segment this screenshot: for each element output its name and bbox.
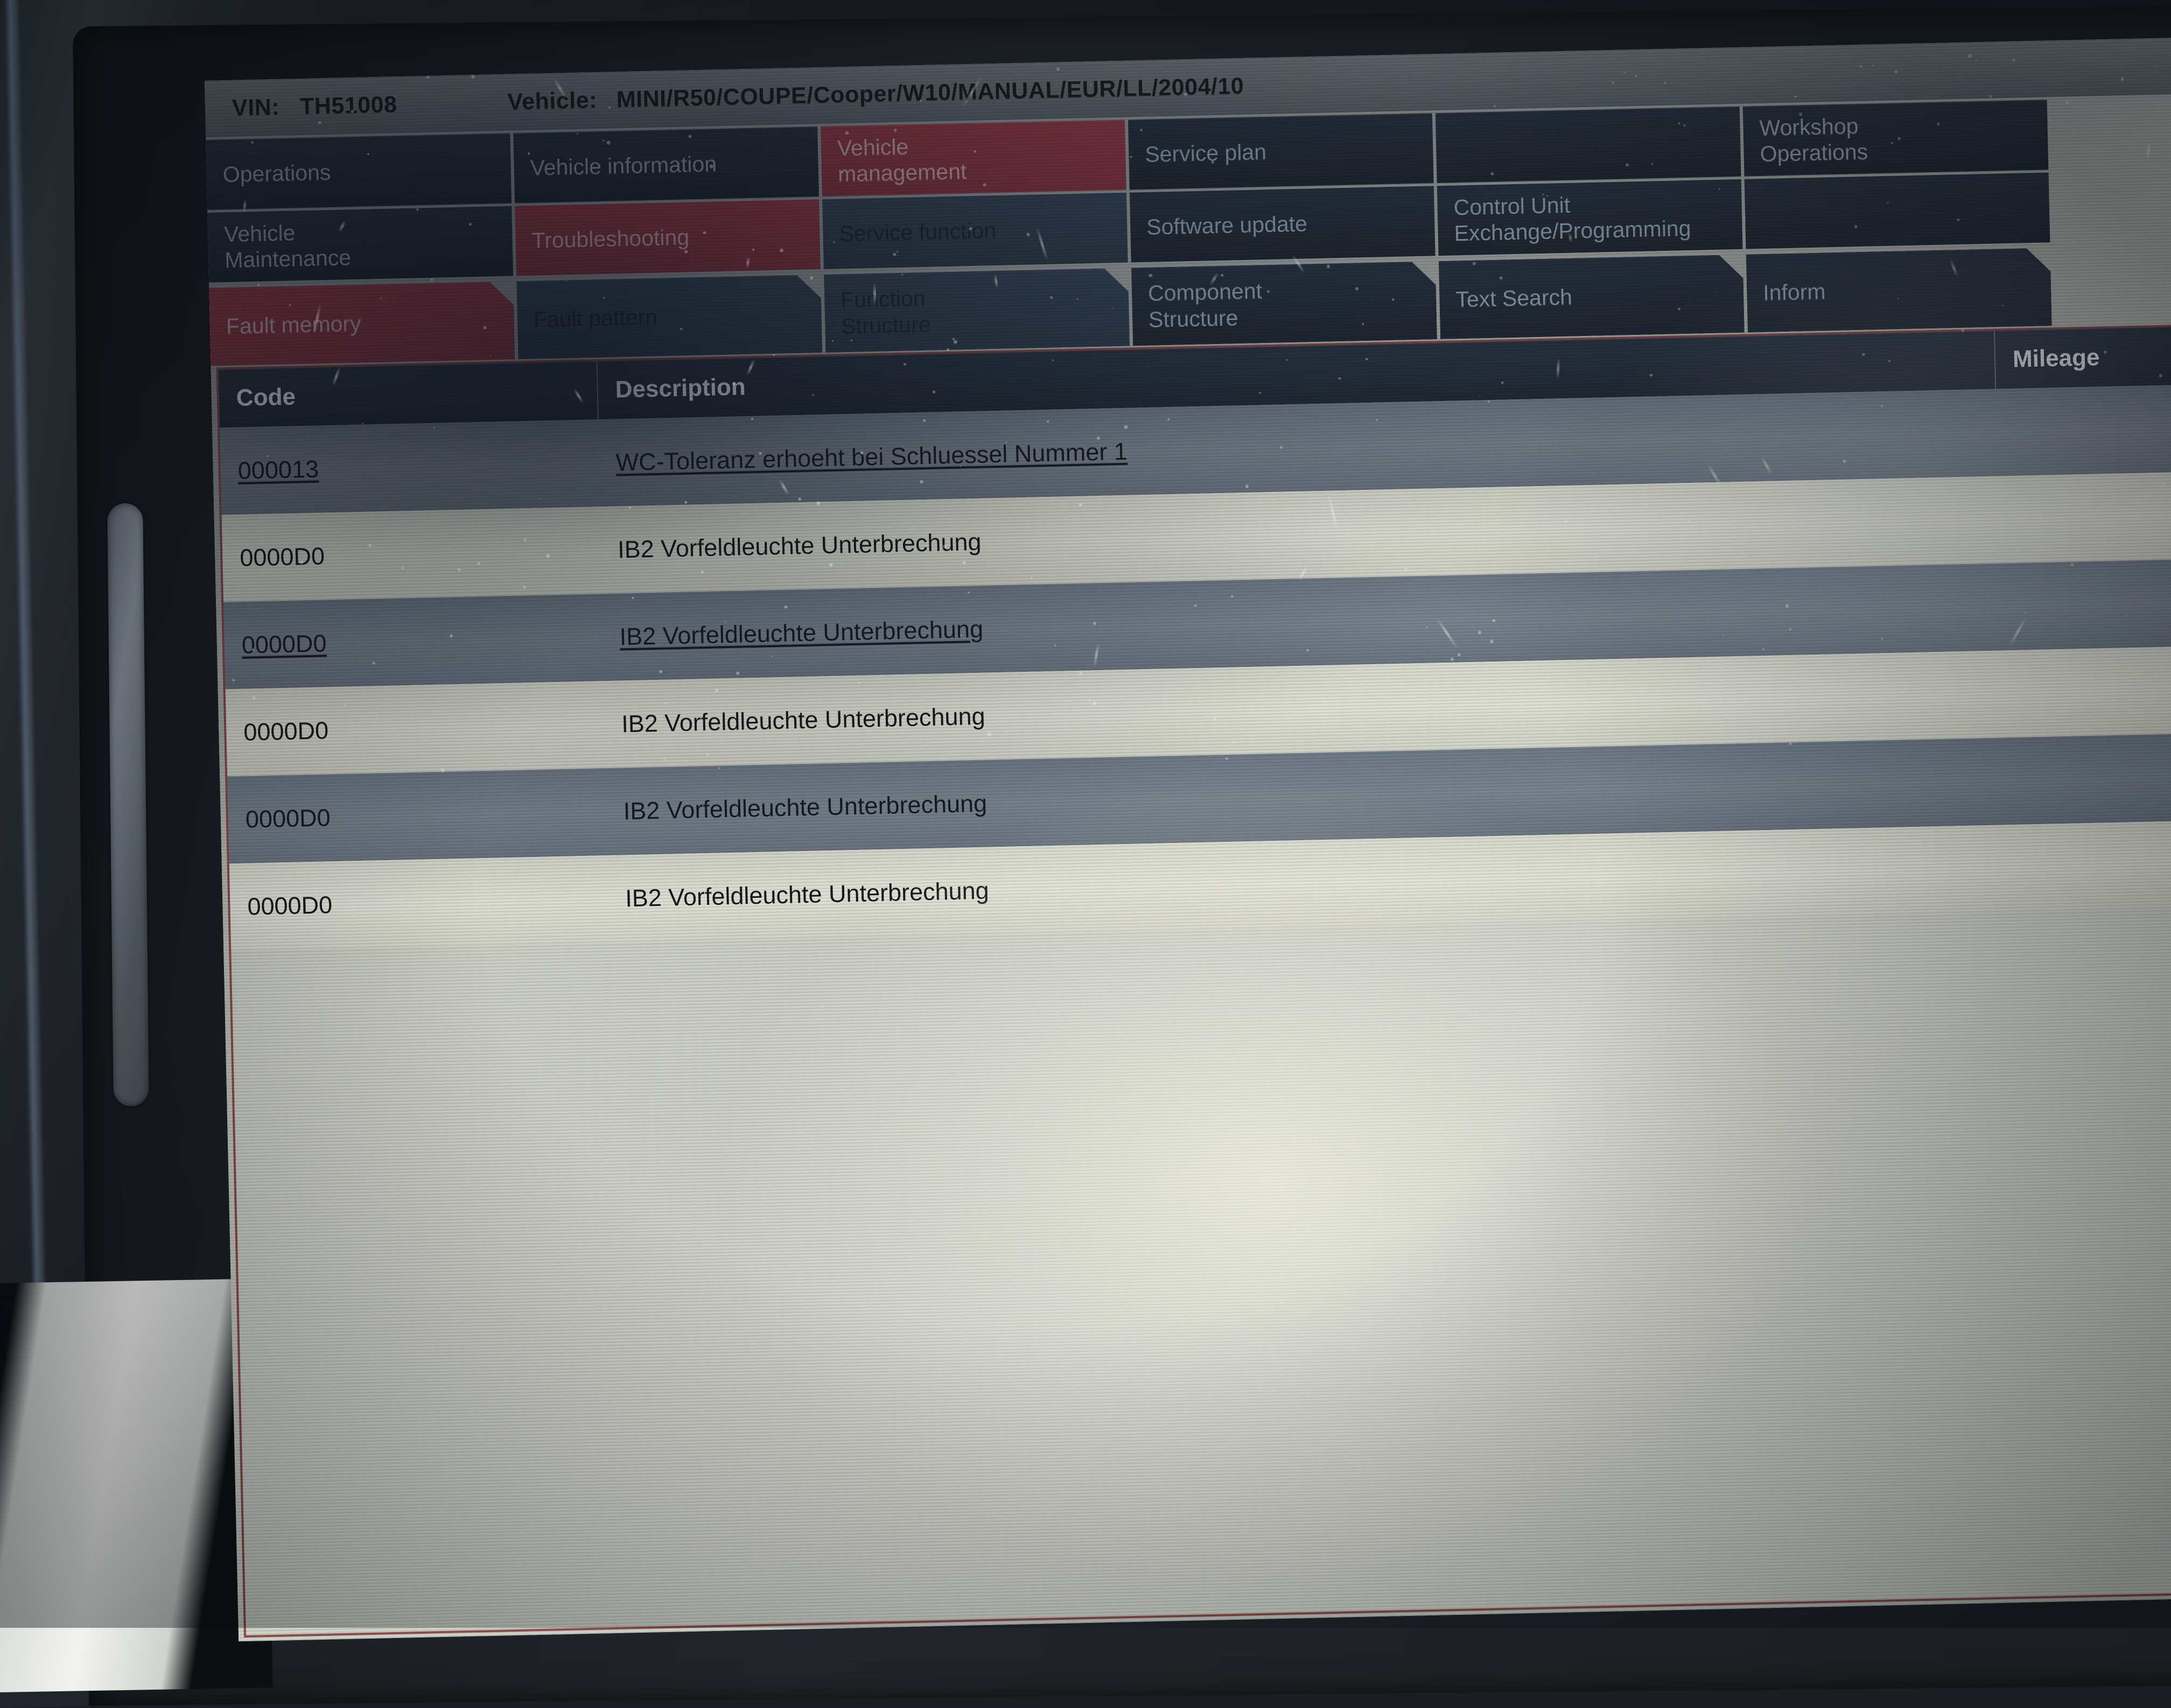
nav-item-vehicle-maintenance[interactable]: Vehicle Maintenance xyxy=(207,206,514,283)
app-window: VIN: TH51008 Vehicle: MINI/R50/COUPE/Coo… xyxy=(205,37,2171,1642)
nav-item-function-structure[interactable]: Function Structure xyxy=(824,268,1130,353)
cell-code-text: 0000D0 xyxy=(247,891,333,920)
nav-item-blank[interactable] xyxy=(1435,106,1741,184)
cell-code-text: 000013 xyxy=(237,455,319,484)
nav-item-label: Operations xyxy=(222,159,331,187)
cell-mileage xyxy=(1999,515,2171,519)
nav-item-label: Troubleshooting xyxy=(531,224,690,253)
nav-item-label: Service function xyxy=(838,217,997,247)
nav-item-text-search[interactable]: Text Search xyxy=(1439,255,1745,339)
nav-item-label: Fault memory xyxy=(226,311,362,339)
cell-description[interactable]: IB2 Vorfeldleuchte Unterbrechung xyxy=(608,854,2007,913)
nav-item-vehicle-management[interactable]: Vehicle management xyxy=(821,120,1126,197)
cell-code-text: 0000D0 xyxy=(239,542,325,572)
cell-mileage xyxy=(2007,864,2171,868)
cell-description[interactable]: IB2 Vorfeldleuchte Unterbrechung xyxy=(602,593,2001,651)
nav-item-service-function[interactable]: Service function xyxy=(822,192,1128,269)
nav-item-label: Software update xyxy=(1146,211,1308,240)
dust-speck xyxy=(430,278,433,281)
cell-description[interactable]: IB2 Vorfeldleuchte Unterbrechung xyxy=(606,767,2005,826)
nav-item-workshop-operations[interactable]: Workshop Operations xyxy=(1742,100,2049,177)
column-header-code[interactable]: Code xyxy=(218,361,599,428)
dust-speck xyxy=(257,284,260,286)
nav-item-label: Vehicle management xyxy=(837,134,967,187)
nav-item-label: Control Unit Exchange/Programming xyxy=(1453,192,1691,246)
nav-item-label: Component Structure xyxy=(1147,278,1263,332)
nav-item-label: Fault pattern xyxy=(533,305,658,333)
nav-item-label: Inform xyxy=(1762,279,1826,306)
nav-item-inform[interactable]: Inform xyxy=(1746,248,2052,332)
cell-description-text: IB2 Vorfeldleuchte Unterbrechung xyxy=(621,702,986,738)
vehicle-label: Vehicle: xyxy=(507,87,598,115)
nav-item-label: Function Structure xyxy=(840,286,932,339)
cell-code[interactable]: 0000D0 xyxy=(228,798,606,834)
vin-label: VIN: xyxy=(232,94,280,121)
nav-item-label: Service plan xyxy=(1144,139,1267,167)
cell-description[interactable]: WC-Toleranz erhoeht bei Schluessel Numme… xyxy=(598,419,1998,477)
nav-item-fault-memory[interactable]: Fault memory xyxy=(209,282,515,366)
nav-item-component-structure[interactable]: Component Structure xyxy=(1131,261,1437,346)
fault-memory-panel: Code Description Mileage 000013 WC-Tolera… xyxy=(216,324,2171,1638)
nav-item-fault-pattern[interactable]: Fault pattern xyxy=(516,275,822,359)
cell-mileage xyxy=(1997,428,2171,432)
cell-mileage xyxy=(2005,777,2171,781)
cell-code-text: 0000D0 xyxy=(243,716,329,746)
nav-item-label: Workshop Operations xyxy=(1759,113,1868,167)
cell-mileage xyxy=(2001,602,2171,607)
cell-code[interactable]: 000013 xyxy=(220,449,599,485)
cell-description-text: IB2 Vorfeldleuchte Unterbrechung xyxy=(619,615,984,651)
nav-item-control-unit-exchange-programming[interactable]: Control Unit Exchange/Programming xyxy=(1437,179,1743,256)
speaker-grille xyxy=(107,503,149,1107)
cell-code[interactable]: 0000D0 xyxy=(226,711,605,747)
nav-item-software-update[interactable]: Software update xyxy=(1129,186,1435,263)
laptop-screen: VIN: TH51008 Vehicle: MINI/R50/COUPE/Coo… xyxy=(205,37,2171,1642)
cell-code-text: 0000D0 xyxy=(245,804,331,833)
cell-description-text: IB2 Vorfeldleuchte Unterbrechung xyxy=(625,876,990,912)
cell-code[interactable]: 0000D0 xyxy=(222,536,601,572)
nav-item-blank[interactable] xyxy=(1744,172,2050,249)
table-body: 000013 WC-Toleranz erhoeht bei Schluessel… xyxy=(220,384,2171,951)
cell-description[interactable]: IB2 Vorfeldleuchte Unterbrechung xyxy=(604,680,2004,739)
nav-item-service-plan[interactable]: Service plan xyxy=(1127,113,1434,190)
column-header-mileage[interactable]: Mileage xyxy=(1993,326,2171,389)
cell-description[interactable]: IB2 Vorfeldleuchte Unterbrechung xyxy=(600,506,2000,565)
cell-code[interactable]: 0000D0 xyxy=(230,885,608,921)
nav-item-label: Text Search xyxy=(1455,285,1573,312)
vin-value: TH51008 xyxy=(299,92,397,120)
vehicle-value: MINI/R50/COUPE/Cooper/W10/MANUAL/EUR/LL/… xyxy=(616,73,1244,113)
nav-item-label: Vehicle Maintenance xyxy=(223,220,352,273)
nav-item-troubleshooting[interactable]: Troubleshooting xyxy=(515,199,821,276)
nav-item-vehicle-information[interactable]: Vehicle information xyxy=(513,126,819,203)
cell-code[interactable]: 0000D0 xyxy=(224,623,603,659)
cell-code-text: 0000D0 xyxy=(241,629,327,659)
cell-mileage xyxy=(2003,690,2171,694)
cell-description-text: IB2 Vorfeldleuchte Unterbrechung xyxy=(617,528,982,564)
cell-description-text: IB2 Vorfeldleuchte Unterbrechung xyxy=(623,789,988,825)
nav-item-label: Vehicle information xyxy=(530,151,717,180)
cell-description-text: WC-Toleranz erhoeht bei Schluessel Numme… xyxy=(615,437,1128,476)
nav-item-operations[interactable]: Operations xyxy=(206,133,512,210)
